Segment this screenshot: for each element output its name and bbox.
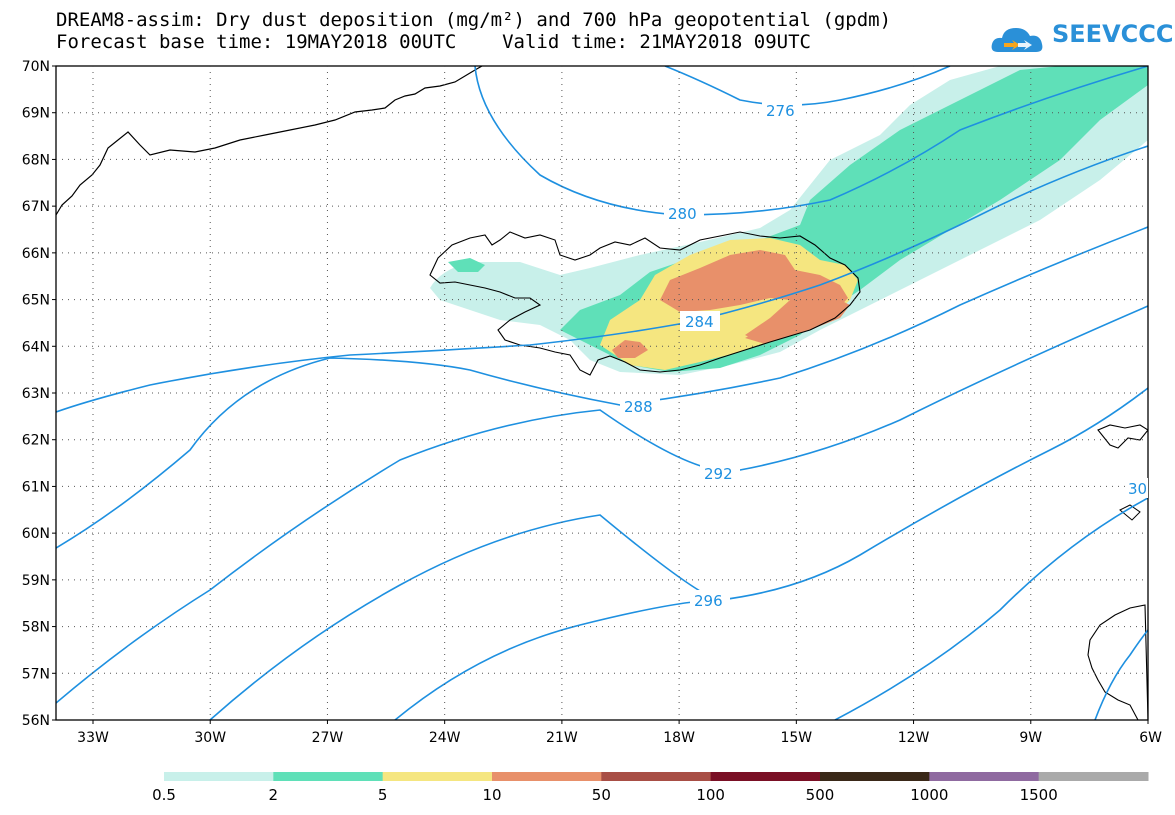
longitude-label: 9W	[1019, 730, 1042, 746]
legend-label: 100	[696, 786, 725, 804]
latitude-label: 64N	[22, 339, 50, 355]
legend-swatch	[929, 772, 1040, 781]
legend-label: 10	[482, 786, 501, 804]
map-plot-area	[56, 66, 1148, 720]
scotland-coastline	[1087, 604, 1148, 720]
legend-label: 1500	[1020, 786, 1058, 804]
gridlines	[56, 66, 1148, 720]
legend-swatch	[164, 772, 274, 781]
legend-swatch	[601, 772, 712, 781]
longitude-label: 15W	[780, 730, 812, 746]
legend-swatch	[710, 772, 821, 781]
longitude-label: 30W	[194, 730, 226, 746]
legend-swatch	[1038, 772, 1149, 781]
map-subtitle: Forecast base time: 19MAY2018 00UTC Vali…	[56, 31, 811, 53]
legend-label: 50	[592, 786, 611, 804]
legend-label: 0.5	[152, 786, 176, 804]
contour-300b	[834, 497, 1148, 720]
faroe-shetland-coastline	[1097, 424, 1148, 449]
latitude-label: 63N	[22, 386, 50, 402]
legend-swatch	[820, 772, 930, 781]
legend-label: 500	[806, 786, 835, 804]
latitude-label: 60N	[22, 526, 50, 542]
longitude-label: 18W	[663, 730, 695, 746]
latitude-label: 59N	[22, 573, 50, 589]
contour-labels: 276 280 284 288 292 296 30	[620, 100, 1148, 610]
contour-label-300: 30	[1128, 480, 1147, 498]
contour-label-276: 276	[766, 102, 795, 120]
latitude-label: 58N	[22, 620, 50, 636]
iceland-coastline	[429, 231, 861, 376]
legend-label: 5	[378, 786, 388, 804]
latitude-label: 61N	[22, 479, 50, 495]
legend-label: 1000	[910, 786, 948, 804]
dust-shade-10-south	[612, 340, 648, 358]
legend-label: 2	[269, 786, 279, 804]
latitude-label: 56N	[22, 713, 50, 729]
contour-276	[664, 66, 951, 106]
dust-shade-10	[660, 250, 848, 340]
longitude-label: 21W	[546, 730, 578, 746]
contour-292	[56, 305, 1148, 704]
contour-label-284: 284	[685, 313, 714, 331]
island-coastline	[1119, 504, 1141, 521]
latitude-label: 70N	[22, 59, 50, 75]
legend-swatch	[492, 772, 602, 781]
contour-300	[394, 599, 721, 720]
contour-284	[56, 145, 1148, 413]
longitude-label: 12W	[898, 730, 930, 746]
latitude-label: 62N	[22, 433, 50, 449]
map-title: DREAM8-assim: Dry dust deposition (mg/m²…	[56, 9, 892, 31]
longitude-label: 24W	[429, 730, 461, 746]
greenland-coastline	[56, 66, 483, 216]
longitude-label: 27W	[312, 730, 344, 746]
contour-label-296: 296	[694, 592, 723, 610]
contour-label-292: 292	[704, 465, 733, 483]
latitude-label: 65N	[22, 293, 50, 309]
legend-swatch	[382, 772, 493, 781]
cloud-logo-icon	[991, 28, 1043, 52]
latitude-labels: 70N 69N 68N 67N 66N 65N 64N 63N 62N 61N 60N 59N 58N 5…	[22, 59, 56, 729]
latitude-label: 57N	[22, 666, 50, 682]
contour-label-288: 288	[624, 398, 653, 416]
latitude-label: 66N	[22, 246, 50, 262]
latitude-label: 69N	[22, 106, 50, 122]
contour-label-280: 280	[668, 205, 697, 223]
longitude-label: 33W	[77, 730, 109, 746]
latitude-label: 67N	[22, 199, 50, 215]
contour-296	[209, 387, 1148, 720]
longitude-label: 6W	[1139, 730, 1162, 746]
latitude-label: 68N	[22, 152, 50, 168]
contour-280	[474, 66, 1148, 216]
dust-shade-10-east	[745, 300, 850, 344]
contour-288	[56, 226, 1148, 549]
logo-text: SEEVCCC	[1052, 20, 1174, 48]
legend-swatch	[273, 772, 384, 781]
color-legend: 0.5 2 5 10 50 100 500 1000 1500	[152, 772, 1149, 804]
contour-304	[1094, 629, 1148, 720]
dust-shade-2-west	[448, 258, 485, 272]
longitude-labels: 33W 30W 27W 24W 21W 18W 15W 12W 9W 6W	[77, 720, 1162, 746]
